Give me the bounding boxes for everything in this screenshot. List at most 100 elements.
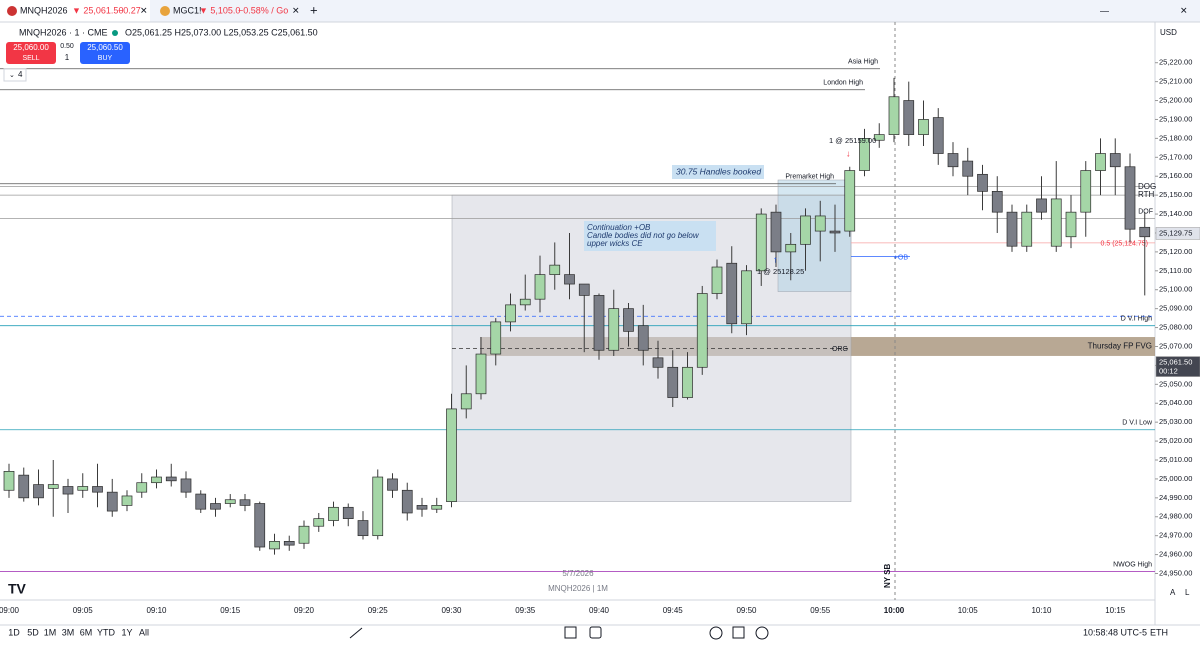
candle-body: [416, 505, 428, 510]
log-scale[interactable]: L: [1185, 588, 1190, 597]
x-tick-label: 10:05: [958, 606, 979, 615]
y-tick-label: 24,980.00: [1159, 512, 1192, 521]
y-tick-label: 25,190.00: [1159, 114, 1192, 123]
y-tick-label: 25,170.00: [1159, 152, 1192, 161]
legend-ohlc: O25,061.25 H25,073.00 L25,053.25 C25,061…: [125, 27, 318, 37]
tool-icon[interactable]: [732, 626, 745, 639]
x-tick-label: 09:55: [810, 606, 831, 615]
x-tick-label: 09:40: [589, 606, 610, 615]
tool-icon[interactable]: [755, 626, 769, 640]
tool-icon[interactable]: [709, 626, 723, 640]
y-tick-label: 25,180.00: [1159, 133, 1192, 142]
collapse-button[interactable]: [3, 68, 27, 82]
session[interactable]: ETH: [1150, 627, 1168, 637]
range-button[interactable]: YTD: [97, 627, 116, 637]
tool-icon[interactable]: [564, 626, 577, 639]
x-tick-label: 09:20: [294, 606, 315, 615]
buy-label: BUY: [98, 55, 113, 62]
candle-body: [136, 482, 148, 493]
fill-label: 1 @ 25159.00: [829, 136, 876, 145]
candle-body: [313, 518, 325, 527]
tool-icon[interactable]: [349, 627, 363, 639]
candle-body: [770, 211, 782, 253]
new-tab[interactable]: +: [310, 2, 318, 17]
x-tick-label: 09:25: [368, 606, 389, 615]
candle-body: [564, 274, 575, 285]
candle-body: [1036, 198, 1047, 213]
candle-body: [873, 134, 885, 141]
candle-body: [519, 298, 531, 306]
candle-body: [800, 215, 811, 245]
tab-close[interactable]: ✕: [140, 5, 148, 15]
range-button[interactable]: 5D: [27, 627, 39, 637]
tool-icon[interactable]: [589, 626, 602, 639]
candle-body: [210, 503, 221, 510]
candle-body: [947, 153, 959, 168]
candle-body: [431, 505, 443, 510]
candle-body: [475, 353, 487, 395]
currency[interactable]: USD: [1160, 28, 1177, 37]
auto-scale[interactable]: A: [1170, 588, 1176, 597]
level-label: DOF: [1138, 208, 1153, 215]
range-button[interactable]: 3M: [62, 627, 75, 637]
y-tick-label: 25,140.00: [1159, 209, 1192, 218]
candle-body: [1124, 166, 1136, 230]
y-tick-label: 25,040.00: [1159, 398, 1192, 407]
range-button[interactable]: All: [139, 627, 149, 637]
quantity[interactable]: 1: [65, 53, 70, 62]
candle-body: [1065, 211, 1077, 238]
level-label: D V.I High: [1121, 316, 1152, 323]
candle-body: [932, 117, 944, 154]
y-tick-label: 24,960.00: [1159, 550, 1192, 559]
candle-body: [106, 491, 118, 512]
note: upper wicks CE: [587, 239, 643, 248]
candle-body: [47, 484, 59, 489]
note-box: [672, 165, 764, 179]
candle-body: [387, 478, 398, 491]
candle-body: [903, 100, 915, 135]
tab-change: −0.27: [118, 5, 141, 15]
candle-body: [682, 366, 693, 398]
range-button[interactable]: 1D: [8, 627, 20, 637]
y-tick-label: 25,010.00: [1159, 455, 1192, 464]
range-button[interactable]: 1Y: [121, 627, 132, 637]
x-tick-label: 09:05: [73, 606, 94, 615]
range-button[interactable]: 6M: [80, 627, 93, 637]
close-window[interactable]: ✕: [1180, 5, 1188, 15]
candle-body: [549, 264, 561, 275]
candle-body: [859, 138, 870, 171]
x-tick-label: 09:15: [220, 606, 241, 615]
candle-body: [328, 506, 339, 521]
level-label: Premarket High: [785, 174, 834, 181]
range-button[interactable]: 1M: [44, 627, 57, 637]
zone-label: Thursday FP FVG: [1088, 342, 1152, 351]
arrow-down: ↓: [846, 148, 851, 158]
minimize[interactable]: —: [1100, 5, 1109, 15]
y-tick-label: 25,120.00: [1159, 247, 1192, 256]
legend-symbol: MNQH2026 · 1 · CME: [19, 27, 108, 37]
candle-body: [460, 393, 472, 410]
candle-body: [608, 308, 620, 351]
tab-close[interactable]: ✕: [292, 5, 300, 15]
sell-button[interactable]: [6, 42, 56, 64]
zone: [777, 179, 852, 292]
y-tick-label: 25,220.00: [1159, 58, 1192, 67]
sell-label: SELL: [22, 55, 39, 62]
level-label: ORG: [832, 346, 848, 353]
y-tick-label: 25,000.00: [1159, 474, 1192, 483]
y-tick-label: 25,200.00: [1159, 96, 1192, 105]
level-label: Asia High: [848, 59, 878, 66]
candle-body: [534, 274, 546, 300]
flag-icon: [7, 6, 17, 16]
buy-button[interactable]: [80, 42, 130, 64]
candle-body: [696, 293, 708, 368]
candle-body: [298, 525, 310, 544]
note: Continuation +OB: [587, 223, 651, 232]
y-tick-label: 24,970.00: [1159, 531, 1192, 540]
tab[interactable]: [0, 0, 150, 22]
collapse-arrow: ⌄: [9, 72, 15, 79]
candle-body: [785, 243, 797, 253]
y-tick-label: 25,030.00: [1159, 417, 1192, 426]
x-tick-label: 09:50: [736, 606, 757, 615]
candle-body: [269, 541, 280, 550]
